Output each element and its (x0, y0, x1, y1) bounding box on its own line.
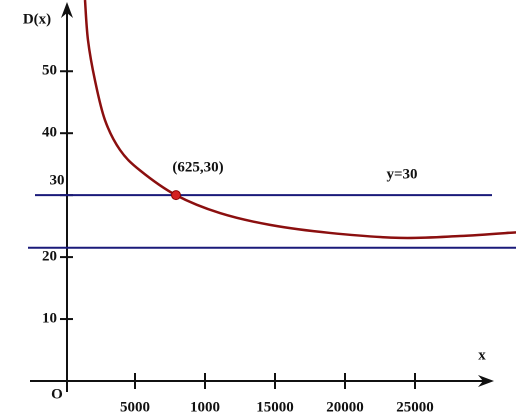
point (171, 190, 182, 201)
y-tick-label: 50 (42, 63, 57, 79)
x-tick-label: 5000 (120, 399, 150, 415)
line-label: y=30 (386, 167, 417, 183)
origin-label: O (51, 386, 63, 402)
x-arrow (478, 375, 494, 387)
y-axis-label: D(x) (23, 11, 51, 27)
curve (83, 0, 516, 240)
y-tick-label: 30 (50, 173, 65, 189)
x-tick-label: 25000 (396, 399, 434, 415)
y-tick-label: 20 (42, 249, 57, 265)
x-tick-label: 1000 (190, 399, 220, 415)
y-tick-label: 10 (42, 310, 57, 326)
x-axis-label: x (478, 347, 486, 363)
y-arrow (61, 2, 73, 18)
point-label: (625,30) (172, 160, 223, 176)
y-tick-label: 40 (42, 125, 57, 141)
x-tick-label: 20000 (326, 399, 364, 415)
x-tick-label: 15000 (256, 399, 294, 415)
